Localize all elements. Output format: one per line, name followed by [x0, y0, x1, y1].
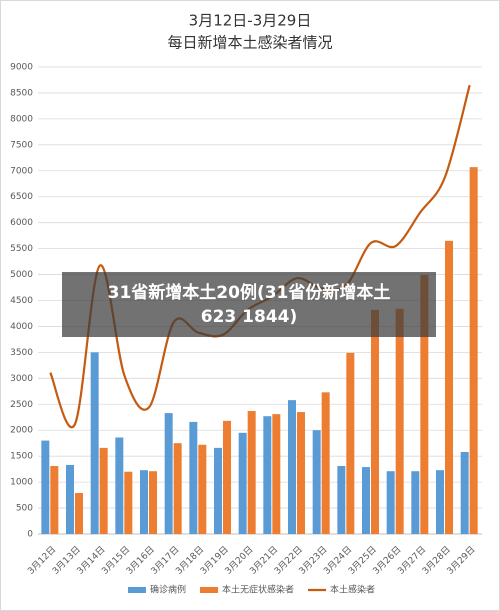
bar	[395, 308, 404, 534]
y-tick-label: 6500	[10, 192, 33, 202]
legend-swatch	[200, 587, 219, 593]
bar	[66, 464, 74, 534]
bar	[445, 240, 453, 535]
y-tick-label: 1000	[10, 478, 33, 488]
y-tick-label: 2000	[10, 426, 33, 436]
bar	[90, 352, 99, 534]
legend-label: 确诊病例	[150, 584, 186, 596]
y-tick-label: 3000	[10, 374, 33, 384]
banner-line: 31省新增本土20例(31省份新增本土	[107, 282, 391, 303]
bar	[337, 466, 346, 534]
y-tick-label: 8500	[10, 88, 33, 98]
bar	[115, 437, 124, 534]
bar	[346, 352, 355, 534]
bar	[297, 412, 305, 534]
y-tick-label: 6000	[10, 218, 33, 228]
bar	[247, 411, 256, 534]
bar	[50, 466, 59, 534]
y-tick-label: 3500	[10, 348, 33, 358]
y-tick-label: 1500	[10, 452, 33, 462]
bar	[189, 421, 198, 534]
bar	[140, 470, 148, 534]
bar	[362, 467, 370, 534]
y-tick-label: 500	[16, 504, 33, 514]
bar	[263, 416, 272, 534]
chart-title: 3月12日-3月29日	[189, 12, 312, 30]
bar	[460, 452, 469, 534]
news-banner: 31省新增本土20例(31省份新增本土 623 1844)	[62, 272, 436, 337]
y-tick-label: 7500	[10, 140, 33, 150]
bar	[99, 447, 108, 534]
bar	[75, 493, 83, 534]
bar	[124, 471, 133, 534]
y-tick-label: 9000	[10, 63, 33, 73]
y-tick-label: 7000	[10, 166, 33, 176]
bar	[238, 432, 247, 534]
bar	[223, 420, 231, 534]
bar	[312, 430, 321, 534]
y-tick-label: 2500	[10, 400, 33, 410]
bar	[198, 444, 207, 534]
legend-label: 本土无症状感染者	[222, 584, 294, 596]
y-tick-label: 5000	[10, 270, 33, 280]
chart-subtitle: 每日新增本土感染者情况	[167, 34, 332, 52]
bar	[173, 443, 182, 534]
y-tick-label: 8000	[10, 114, 33, 124]
bar	[386, 471, 395, 534]
y-tick-label: 4500	[10, 296, 33, 306]
y-tick-label: 5500	[10, 244, 33, 254]
legend-label: 本土感染者	[330, 584, 375, 596]
bar	[321, 392, 330, 534]
bar	[41, 440, 50, 534]
bar	[411, 471, 420, 534]
y-tick-label: 4000	[10, 322, 33, 332]
bar	[288, 400, 296, 534]
y-tick-label: 0	[27, 530, 33, 540]
bar	[272, 414, 281, 534]
bar	[214, 447, 222, 534]
banner-line: 623 1844)	[200, 306, 298, 327]
bar	[371, 309, 379, 534]
bar	[149, 471, 157, 534]
legend-swatch	[128, 587, 146, 593]
bar	[164, 413, 173, 534]
bar	[436, 470, 444, 534]
bar	[420, 275, 429, 534]
bar	[469, 167, 478, 534]
